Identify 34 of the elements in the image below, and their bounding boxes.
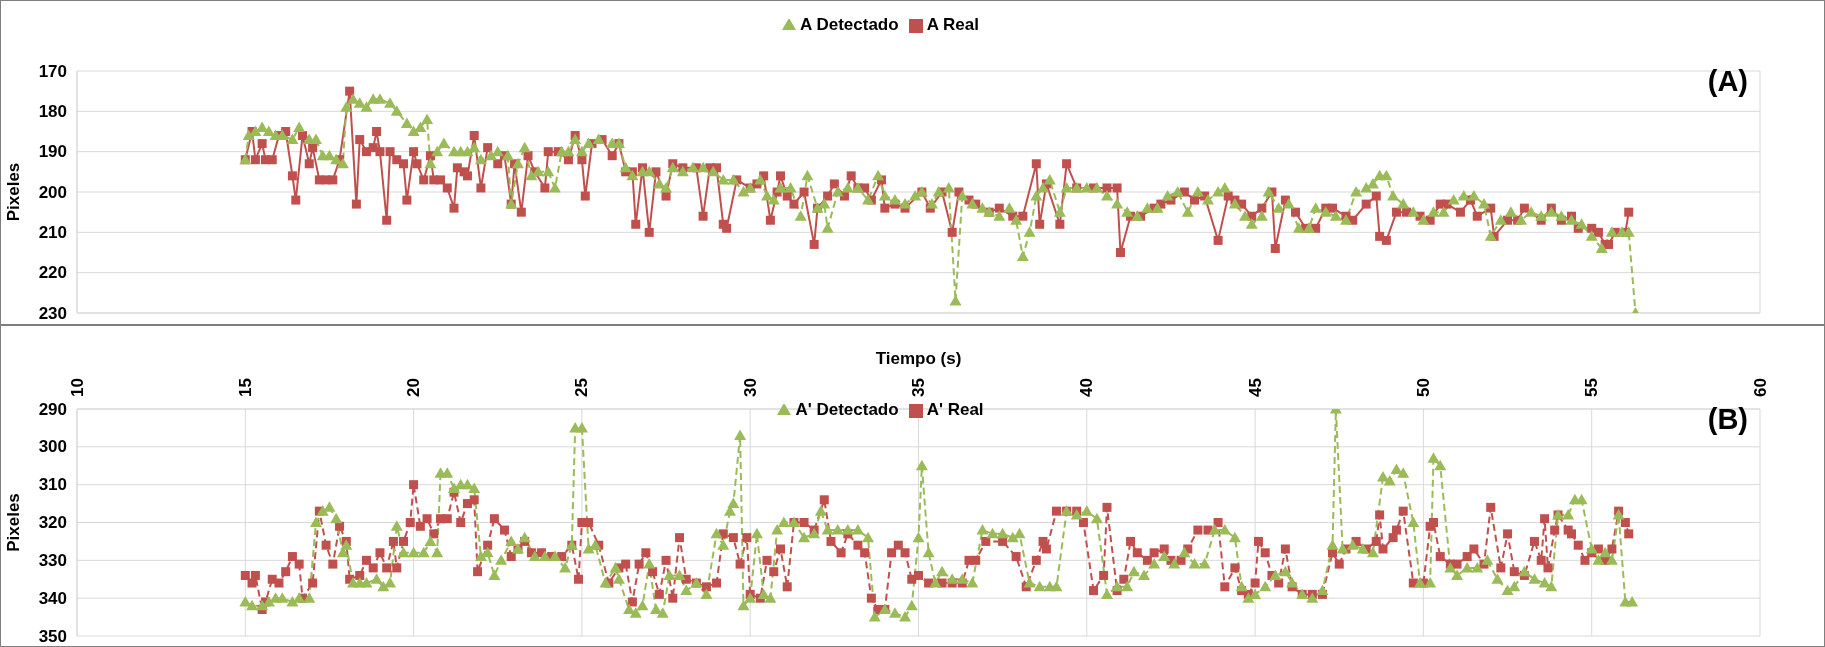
- y-axis-title: Pixeles: [4, 493, 24, 552]
- y-axis-title: Pixeles: [4, 162, 24, 222]
- y-tick-label: 190: [38, 142, 67, 162]
- x-tick-label: 60: [1750, 378, 1770, 397]
- x-tick-label: 35: [909, 378, 928, 397]
- y-tick-label: 290: [38, 399, 67, 419]
- y-tick-label: 300: [38, 437, 67, 457]
- x-tick-label: 30: [740, 378, 760, 397]
- x-tick-label: 25: [572, 378, 592, 397]
- x-tick-label: 45: [1245, 378, 1265, 397]
- x-tick-label: 40: [1077, 378, 1097, 397]
- y-tick-label: 220: [38, 263, 67, 283]
- y-tick-label: 350: [38, 626, 67, 646]
- y-tick-label: 200: [38, 182, 67, 202]
- y-tick-label: 170: [38, 61, 67, 81]
- x-tick-label: 20: [404, 378, 424, 397]
- x-axis-title: Tiempo (s): [875, 349, 962, 369]
- y-tick-label: 180: [38, 101, 67, 121]
- annotation: (A): [1707, 65, 1748, 98]
- y-tick-label: 210: [38, 222, 67, 242]
- y-tick-label: 230: [38, 303, 67, 323]
- y-tick-label: 330: [38, 550, 67, 570]
- y-tick-label: 320: [38, 513, 67, 532]
- annotation: (B): [1707, 403, 1748, 436]
- legend-label: A Detectado: [800, 15, 899, 34]
- legend-label: A' Real: [926, 400, 984, 419]
- x-tick-label: 50: [1413, 378, 1433, 397]
- x-tick-label: 10: [67, 378, 87, 397]
- y-tick-label: 310: [38, 475, 67, 495]
- x-tick-label: 55: [1582, 378, 1602, 397]
- legend-label: A' Detectado: [795, 400, 899, 419]
- x-tick-label: 15: [235, 378, 255, 397]
- legend-label: A Real: [926, 15, 979, 34]
- y-tick-label: 340: [38, 588, 67, 608]
